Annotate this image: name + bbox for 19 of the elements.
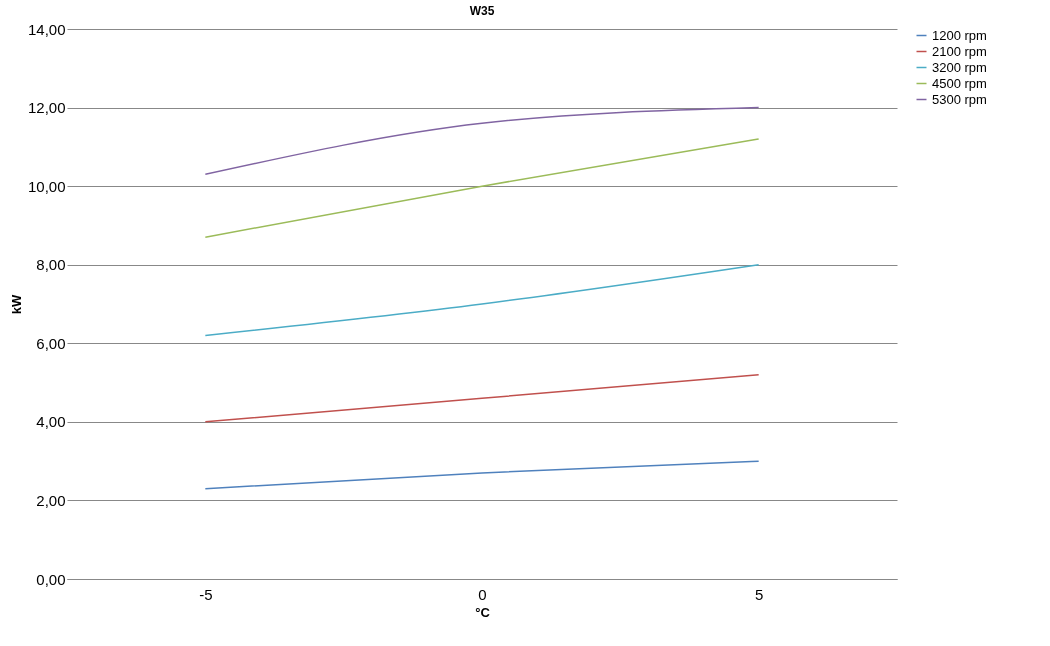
y-axis-title: kW	[8, 294, 24, 315]
chart-title: W35	[469, 4, 495, 18]
y-tick-label: 4,00	[36, 413, 66, 431]
y-tick-label: 2,00	[36, 491, 66, 509]
x-axis-title: °C	[475, 604, 491, 620]
y-tick-label: 6,00	[36, 334, 66, 352]
y-tick-label: 12,00	[27, 99, 66, 117]
legend-label: 3200 rpm	[932, 59, 987, 75]
y-tick-label: 10,00	[27, 177, 66, 195]
x-tick-label: -5	[199, 585, 213, 603]
y-tick-label: 8,00	[36, 256, 66, 274]
y-tick-label: 0,00	[36, 570, 66, 588]
legend-label: 5300 rpm	[932, 91, 987, 107]
x-tick-label: 5	[754, 585, 764, 603]
legend-label: 2100 rpm	[932, 43, 987, 59]
x-tick-label: 0	[478, 585, 487, 603]
y-tick-label: 14,00	[27, 20, 66, 38]
legend-label: 1200 rpm	[932, 27, 987, 43]
legend-label: 4500 rpm	[932, 75, 987, 91]
